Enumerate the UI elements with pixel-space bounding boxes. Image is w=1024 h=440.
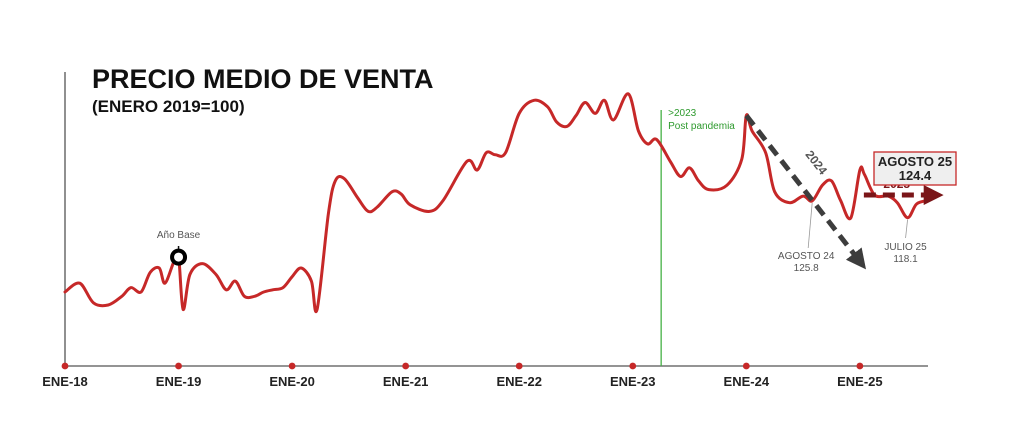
agosto-25-highlight-value: 124.4 — [899, 168, 932, 183]
x-tick-dot — [629, 362, 637, 370]
chart-subtitle: (ENERO 2019=100) — [92, 97, 245, 116]
chart-title: PRECIO MEDIO DE VENTA — [92, 64, 434, 94]
x-tick-label: ENE-19 — [156, 374, 202, 389]
x-tick-label: ENE-18 — [42, 374, 88, 389]
x-tick-label: ENE-21 — [383, 374, 429, 389]
julio-25-label: JULIO 25 — [884, 242, 927, 253]
x-tick-label: ENE-22 — [496, 374, 542, 389]
base-year-label: Año Base — [157, 230, 201, 241]
x-tick-dot — [61, 362, 69, 370]
agosto-24-label: AGOSTO 24 — [778, 251, 835, 262]
x-tick-dot — [175, 362, 182, 370]
x-tick-label: ENE-23 — [610, 374, 656, 389]
agosto-25-highlight-label: AGOSTO 25 — [878, 154, 952, 169]
trend-2024-arrow — [744, 114, 867, 270]
x-ticks: ENE-18 ENE-19 ENE-20 ENE-21 ENE-22 ENE-23 ENE-… — [42, 362, 883, 389]
x-tick-label: ENE-24 — [724, 374, 770, 389]
x-tick-dot — [856, 362, 864, 370]
base-year-marker — [170, 248, 188, 266]
price-series-line — [63, 92, 930, 314]
x-tick-dot — [515, 362, 523, 370]
julio-25-leader — [905, 219, 908, 239]
agosto-24-leader — [807, 202, 813, 249]
agosto-25-highlight-box — [873, 151, 957, 186]
x-tick-label: ENE-25 — [837, 374, 883, 389]
trend-2024-label: 2024 — [803, 148, 831, 178]
post-pandemic-label-year: >2023 — [668, 108, 697, 119]
post-pandemic-label: Post pandemia — [668, 121, 735, 132]
x-tick-dot — [742, 362, 750, 370]
x-tick-dot — [402, 362, 410, 370]
agosto-24-value: 125.8 — [794, 263, 819, 274]
julio-25-value: 118.1 — [893, 254, 918, 265]
x-tick-dot — [288, 362, 296, 370]
x-tick-label: ENE-20 — [269, 374, 315, 389]
